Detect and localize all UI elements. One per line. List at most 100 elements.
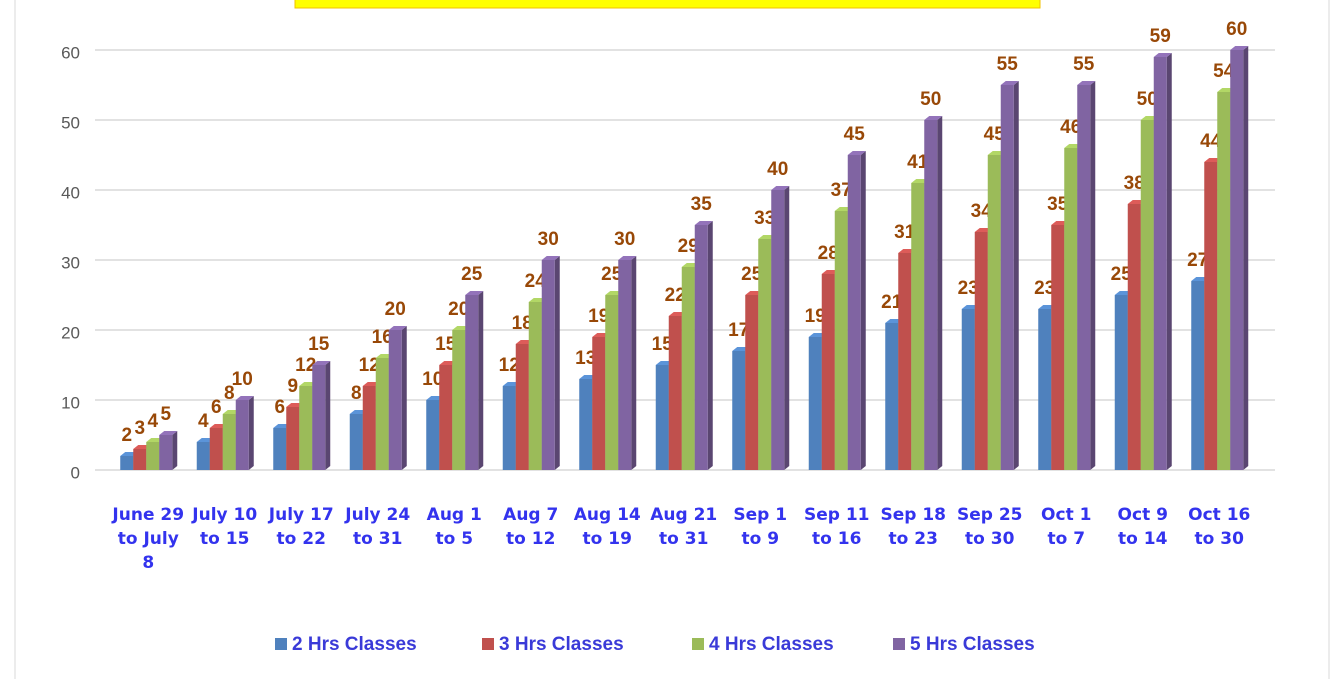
data-label: 33 [754, 208, 775, 229]
data-label: 60 [1226, 19, 1247, 40]
bar-front [911, 183, 925, 470]
data-label: 30 [614, 229, 635, 250]
data-label: 19 [805, 306, 826, 327]
bar-front [987, 155, 1001, 470]
bar-front [655, 365, 669, 470]
bar-front [515, 344, 529, 470]
bar [312, 361, 331, 470]
data-label: 10 [232, 369, 253, 390]
data-label: 12 [499, 355, 520, 376]
data-label: 28 [818, 243, 839, 264]
bar-front [375, 358, 389, 470]
x-tick-label: July 10 to 15 [192, 505, 258, 549]
bar [771, 186, 790, 470]
bar-front [133, 449, 147, 470]
data-label: 55 [1073, 54, 1095, 75]
bar-side [937, 116, 943, 470]
x-tick-label: Aug 1 to 5 [426, 505, 482, 549]
data-label: 25 [1111, 264, 1133, 285]
bar-side [784, 186, 790, 470]
data-label: 4 [198, 411, 209, 432]
bar-top [159, 431, 178, 435]
bar-front [1217, 92, 1231, 470]
bar-front [1038, 309, 1052, 470]
legend-swatch [482, 638, 494, 650]
bar-top [771, 186, 790, 190]
bar-front [235, 400, 249, 470]
bar-front [592, 337, 606, 470]
data-label: 6 [211, 397, 222, 418]
bar-front [961, 309, 975, 470]
bar-front [924, 120, 938, 470]
data-label: 37 [831, 180, 852, 201]
y-tick-label: 20 [61, 323, 80, 342]
bar [847, 151, 866, 470]
title-highlight [294, 0, 1041, 9]
data-label: 20 [385, 299, 406, 320]
bar [159, 431, 178, 470]
y-tick-label: 30 [61, 253, 80, 272]
x-tick-label: Sep 11 to 16 [803, 505, 870, 549]
bar-front [618, 260, 632, 470]
legend-swatch [692, 638, 704, 650]
data-label: 35 [1047, 194, 1069, 215]
bar-top [618, 256, 637, 260]
y-tick-label: 60 [61, 43, 80, 62]
bar-top [235, 396, 254, 400]
bar-front [299, 386, 313, 470]
x-tick-label: Oct 9 to 14 [1117, 505, 1168, 549]
data-label: 55 [997, 54, 1019, 75]
bar-side [1243, 46, 1249, 470]
data-label: 41 [907, 152, 929, 173]
bar-front [1051, 225, 1065, 470]
bar-front [668, 316, 682, 470]
bar-front [120, 456, 134, 470]
bar [1000, 81, 1019, 470]
bar-top [694, 221, 713, 225]
bar-front [605, 295, 619, 470]
bar-front [847, 155, 861, 470]
data-label: 15 [652, 334, 674, 355]
bar-front [209, 428, 223, 470]
data-label: 30 [538, 229, 559, 250]
bar-top [541, 256, 560, 260]
bar [1153, 53, 1172, 470]
data-label: 40 [767, 159, 788, 180]
data-label: 18 [512, 313, 533, 334]
bar-side [707, 221, 713, 470]
bar-front [362, 386, 376, 470]
bar [618, 256, 637, 470]
x-tick-label: Sep 25 to 30 [956, 505, 1023, 549]
legend-swatch [893, 638, 905, 650]
bar-front [426, 400, 440, 470]
data-label: 9 [287, 376, 298, 397]
x-tick-label: Aug 21 to 31 [650, 505, 718, 549]
bar-front [1000, 85, 1014, 470]
legend-swatch [275, 638, 287, 650]
y-tick-label: 10 [61, 393, 80, 412]
bar-front [745, 295, 759, 470]
bar-side [1090, 81, 1096, 470]
data-label: 15 [308, 334, 330, 355]
data-label: 45 [844, 124, 866, 145]
bar-front [222, 414, 236, 470]
bar-top [1230, 46, 1249, 50]
data-label: 35 [691, 194, 713, 215]
data-label: 45 [984, 124, 1006, 145]
bar-side [631, 256, 637, 470]
bar-side [401, 326, 407, 470]
bar-front [541, 260, 555, 470]
data-label: 8 [224, 383, 235, 404]
legend-label: 3 Hrs Classes [499, 634, 624, 655]
x-tick-label: July 24 to 31 [345, 505, 411, 549]
bar-side [325, 361, 331, 470]
data-label: 25 [601, 264, 623, 285]
bar-top [1153, 53, 1172, 57]
bar-side [860, 151, 866, 470]
data-label: 59 [1150, 26, 1171, 47]
bar-front [1230, 50, 1244, 470]
data-label: 20 [448, 299, 469, 320]
x-tick-label: Sep 18 to 23 [880, 505, 947, 549]
data-label: 46 [1060, 117, 1081, 138]
